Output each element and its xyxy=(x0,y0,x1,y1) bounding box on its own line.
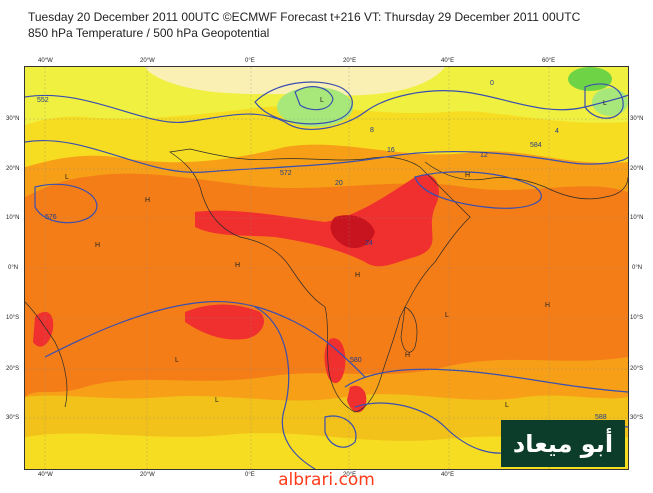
contour-south-1 xyxy=(44,300,366,378)
contour-south-2 xyxy=(254,306,316,469)
low-marker-atlantic: L xyxy=(65,174,69,181)
contour-low-inner xyxy=(294,86,334,111)
contour-label-8: 8 xyxy=(370,127,374,134)
forecast-title: Tuesday 20 December 2011 00UTC ©ECMWF Fo… xyxy=(28,10,581,24)
lon-label-20e-bottom: 20°E xyxy=(343,472,357,478)
low-marker-south-atlantic: L xyxy=(175,357,179,364)
high-marker-east-africa: H xyxy=(355,272,360,279)
hot-core-central-africa xyxy=(330,215,375,249)
temperature-geopotential-map: 552 572 576 580 584 588 16 12 8 4 0 20 2… xyxy=(24,66,629,470)
contour-label-16: 16 xyxy=(387,147,395,154)
high-marker-horn: H xyxy=(465,172,470,179)
arabia-coastline xyxy=(424,161,628,200)
lat-label-20s-right: 20°S xyxy=(630,366,644,372)
hot-patch-west xyxy=(33,311,54,347)
lon-label-40w-bottom: 40°W xyxy=(38,472,53,478)
lat-label-0n-right: 0°N xyxy=(632,265,643,271)
lat-label-20s: 20°S xyxy=(6,366,20,372)
contour-label-588: 588 xyxy=(595,414,607,421)
contour-588-east xyxy=(414,171,542,209)
lon-label-20w: 20°W xyxy=(140,58,155,64)
contour-label-12: 12 xyxy=(480,152,488,159)
lat-label-10s-right: 10°S xyxy=(630,315,644,321)
temperature-band-south-2 xyxy=(25,433,628,469)
low-marker-south: L xyxy=(505,402,509,409)
lat-label-30n: 30°N xyxy=(6,116,20,122)
contour-552 xyxy=(25,90,628,130)
low-marker-north-africa: L xyxy=(320,97,324,104)
hot-patch-south-atlantic xyxy=(185,304,265,340)
low-marker-asia: L xyxy=(603,100,607,107)
lat-label-20n: 20°N xyxy=(6,166,20,172)
lon-label-40w: 40°W xyxy=(38,58,53,64)
contour-label-572: 572 xyxy=(280,170,292,177)
brand-logo: أبو ميعاد xyxy=(501,420,625,467)
hot-patch-southern-africa xyxy=(324,338,346,384)
lon-label-20w-bottom: 20°W xyxy=(140,472,155,478)
contour-low-north-africa xyxy=(254,81,353,125)
low-marker-indian-ocean: L xyxy=(445,312,449,319)
high-marker-indian-ocean: H xyxy=(545,302,550,309)
temperature-band-coldest xyxy=(145,67,445,96)
cold-patch-asia-2 xyxy=(592,88,628,116)
south-america-coastline xyxy=(25,301,68,408)
lon-label-40e: 40°E xyxy=(441,58,455,64)
contour-south-3 xyxy=(344,368,628,393)
high-marker-gulf: H xyxy=(95,242,100,249)
contour-label-576: 576 xyxy=(45,214,57,221)
site-watermark: albrari.com xyxy=(278,470,375,490)
lat-label-30n-right: 30°N xyxy=(630,116,644,122)
lat-label-30s: 30°S xyxy=(6,415,20,421)
low-marker-south-2: L xyxy=(215,397,219,404)
lat-label-30s-right: 30°S xyxy=(630,415,644,421)
contour-low-asia xyxy=(584,83,624,119)
contour-label-552: 552 xyxy=(37,97,49,104)
lon-label-60e: 60°E xyxy=(542,58,556,64)
contour-value-labels: 552 572 576 580 584 588 16 12 8 4 0 20 2… xyxy=(37,80,607,421)
contour-576-west xyxy=(34,183,98,224)
temperature-band-tropical xyxy=(25,173,628,397)
contour-label-0: 0 xyxy=(490,80,494,87)
contour-572 xyxy=(25,140,628,173)
contour-label-24: 24 xyxy=(365,240,373,247)
lat-label-10s: 10°S xyxy=(6,315,20,321)
contour-label-584: 584 xyxy=(530,142,542,149)
contour-label-20: 20 xyxy=(335,180,343,187)
high-marker-west-africa: H xyxy=(145,197,150,204)
lon-label-20e: 20°E xyxy=(343,58,357,64)
lat-label-0n: 0°N xyxy=(8,265,19,271)
lon-label-0e: 0°E xyxy=(245,58,255,64)
forecast-subtitle: 850 hPa Temperature / 500 hPa Geopotenti… xyxy=(28,26,270,40)
contour-label-580: 580 xyxy=(350,357,362,364)
high-marker-southern-africa: H xyxy=(405,352,410,359)
lat-label-10n-right: 10°N xyxy=(630,215,644,221)
cold-patch-asia xyxy=(568,67,612,91)
contour-label-4: 4 xyxy=(555,128,559,135)
coastlines xyxy=(25,148,628,413)
madagascar-coastline xyxy=(400,306,418,353)
hot-patch-central-africa xyxy=(195,174,439,267)
lon-label-40e-bottom: 40°E xyxy=(441,472,455,478)
lat-label-10n: 10°N xyxy=(6,215,20,221)
cold-patch-north-africa xyxy=(277,87,353,127)
africa-coastline xyxy=(169,148,471,413)
contour-south-low xyxy=(324,415,357,448)
geopotential-contours xyxy=(25,81,628,469)
pressure-markers: L L L H H H H H L H L H L L xyxy=(65,97,607,409)
lon-label-0e-bottom: 0°E xyxy=(245,472,255,478)
lat-lon-grid xyxy=(25,67,628,469)
lat-label-20n-right: 20°N xyxy=(630,166,644,172)
high-marker-congo: H xyxy=(235,262,240,269)
